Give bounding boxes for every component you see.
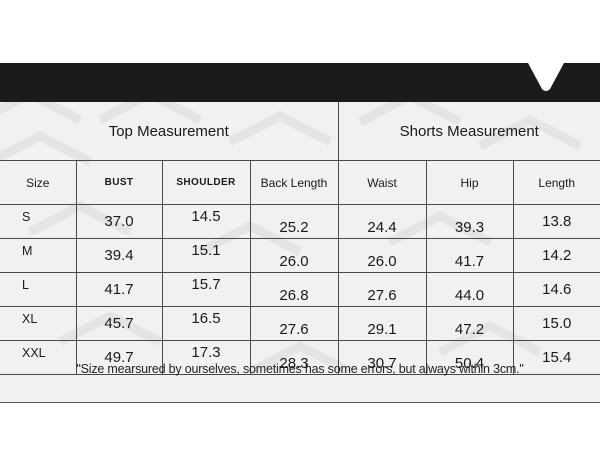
shoulder-column-header: SHOULDER <box>161 160 251 205</box>
size-label-cell: M <box>0 238 77 273</box>
value-cell: 13.8 <box>512 204 600 239</box>
value-cell: 47.2 <box>425 306 514 341</box>
value-cell: 14.5 <box>161 204 251 239</box>
value-cell: 41.7 <box>75 272 163 307</box>
size-column-header: Size <box>0 160 77 205</box>
value-cell: 15.1 <box>161 238 251 273</box>
table-row: XXL 49.7 17.3 28.3 30.7 50.4 15.4 <box>0 340 600 375</box>
value-cell: 37.0 <box>75 204 163 239</box>
value-cell: 15.7 <box>161 272 251 307</box>
hip-column-header: Hip <box>425 160 514 205</box>
waist-column-header: Waist <box>337 160 427 205</box>
value-cell: 45.7 <box>75 306 163 341</box>
table-row: M 39.4 15.1 26.0 26.0 41.7 14.2 <box>0 238 600 273</box>
column-header-row: Size BUST SHOULDER Back Length Waist Hip… <box>0 160 600 205</box>
value-cell: 27.6 <box>249 306 339 341</box>
size-table: Top Measurement Shorts Measurement Size … <box>0 102 600 375</box>
value-cell: 14.2 <box>512 238 600 273</box>
group-header-row: Top Measurement Shorts Measurement <box>0 102 600 161</box>
value-cell: 39.4 <box>75 238 163 273</box>
value-cell: 26.8 <box>249 272 339 307</box>
length-column-header: Length <box>512 160 600 205</box>
back-length-column-header: Back Length <box>249 160 339 205</box>
value-cell: 49.7 <box>75 340 163 375</box>
value-cell: 27.6 <box>337 272 427 307</box>
bust-column-header: BUST <box>75 160 163 205</box>
value-cell: 44.0 <box>425 272 514 307</box>
value-cell: 26.0 <box>337 238 427 273</box>
value-cell: 30.7 <box>337 340 427 375</box>
header-black-band <box>0 63 600 102</box>
size-label-cell: XL <box>0 306 77 341</box>
value-cell: 26.0 <box>249 238 339 273</box>
size-label-cell: L <box>0 272 77 307</box>
size-chart: Top Measurement Shorts Measurement Size … <box>0 102 600 403</box>
shorts-measurement-header: Shorts Measurement <box>337 102 600 161</box>
value-cell: 39.3 <box>425 204 514 239</box>
top-measurement-header: Top Measurement <box>0 102 339 161</box>
value-cell: 16.5 <box>161 306 251 341</box>
size-rows: S 37.0 14.5 25.2 24.4 39.3 13.8 M 39.4 15.1 26.0 26… <box>0 204 600 375</box>
value-cell: 25.2 <box>249 204 339 239</box>
value-cell: 41.7 <box>425 238 514 273</box>
notch-chevron-icon <box>528 63 564 91</box>
value-cell: 15.4 <box>512 340 600 375</box>
table-row: XL 45.7 16.5 27.6 29.1 47.2 15.0 <box>0 306 600 341</box>
value-cell: 24.4 <box>337 204 427 239</box>
size-label-cell: S <box>0 204 77 239</box>
value-cell: 29.1 <box>337 306 427 341</box>
table-row: L 41.7 15.7 26.8 27.6 44.0 14.6 <box>0 272 600 307</box>
value-cell: 15.0 <box>512 306 600 341</box>
table-row: S 37.0 14.5 25.2 24.4 39.3 13.8 <box>0 204 600 239</box>
measurement-note: "Size mearsured by ourselves, sometimes … <box>76 362 524 376</box>
value-cell: 14.6 <box>512 272 600 307</box>
